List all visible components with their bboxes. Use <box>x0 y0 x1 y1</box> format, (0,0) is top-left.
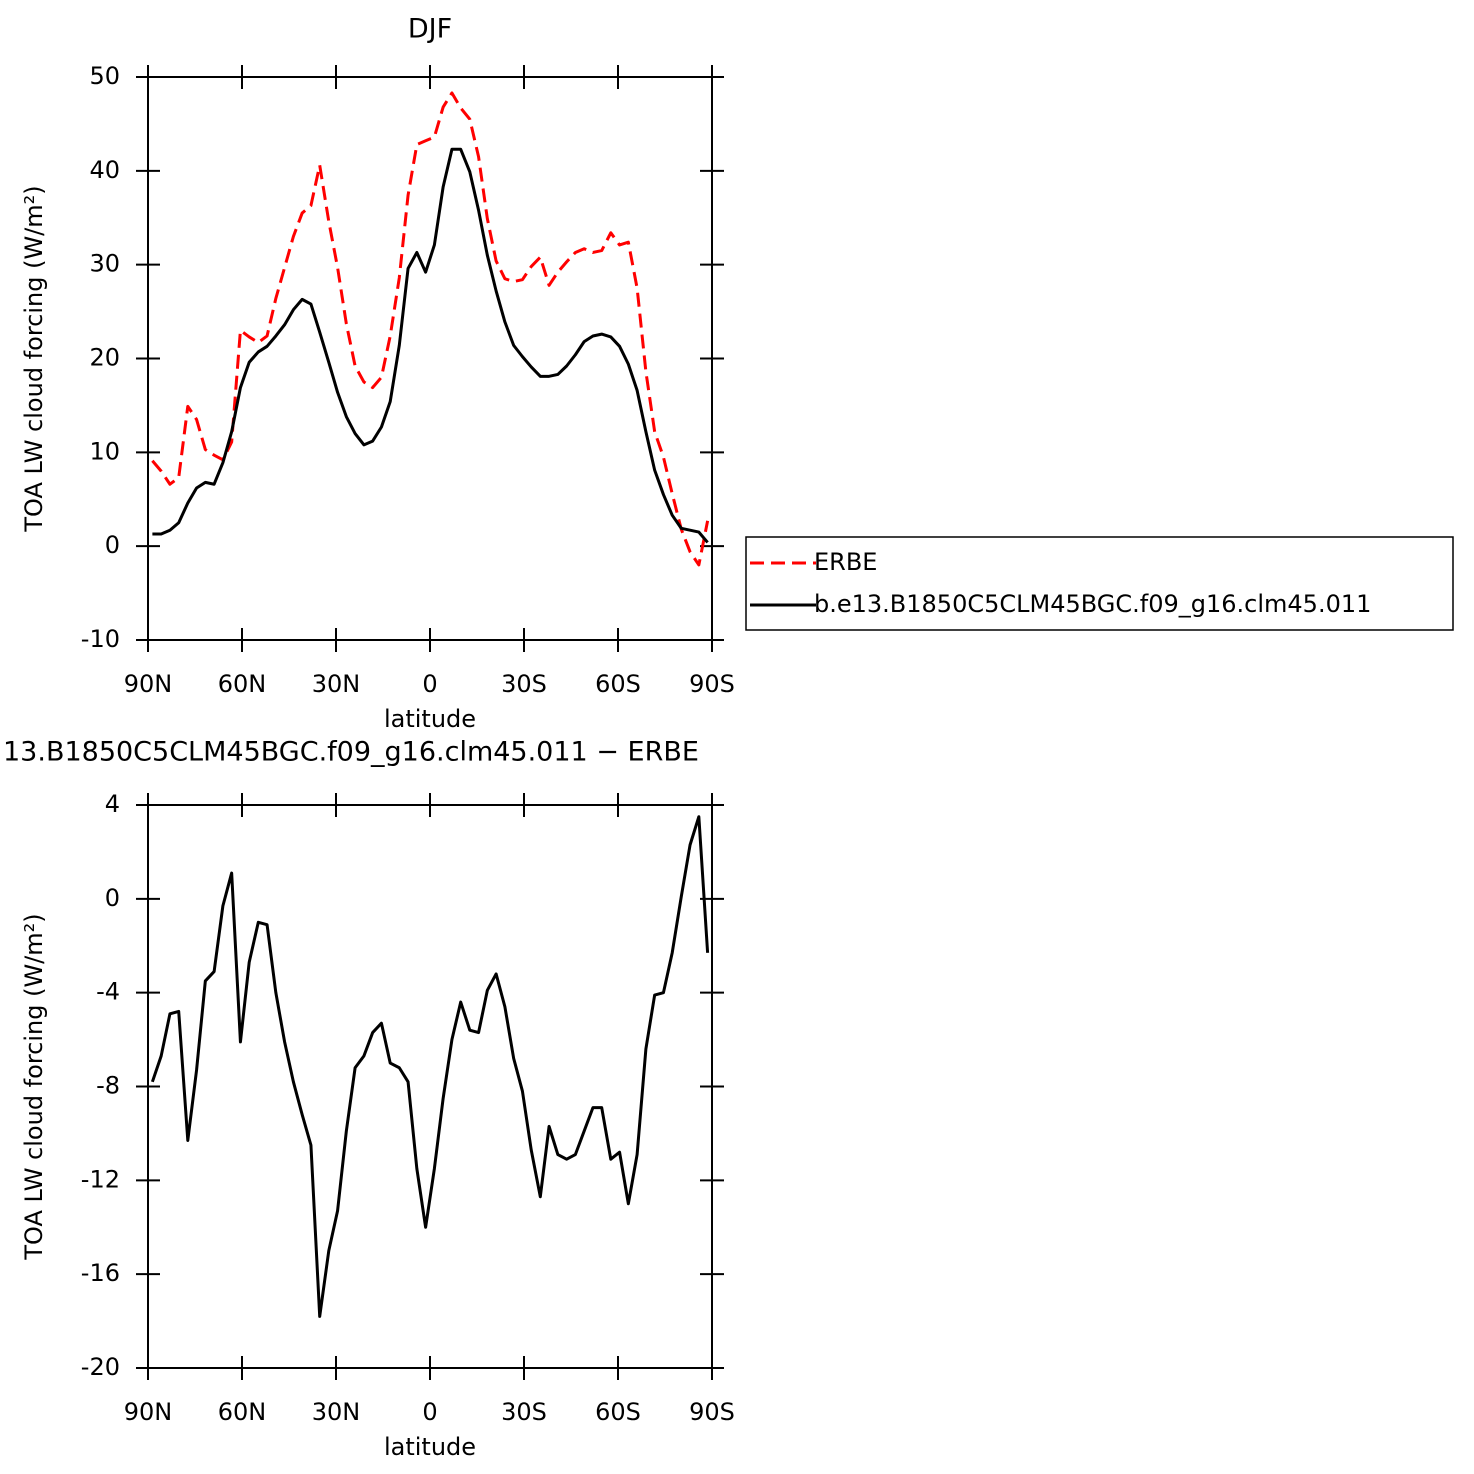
x-tick-label: 0 <box>422 1398 437 1426</box>
legend-label: b.e13.B1850C5CLM45BGC.f09_g16.clm45.011 <box>814 590 1371 618</box>
y-tick-label: -4 <box>96 978 120 1006</box>
x-axis-label: latitude <box>384 705 476 733</box>
x-tick-label: 60S <box>595 1398 641 1426</box>
x-tick-label: 90N <box>124 670 173 698</box>
legend-label: ERBE <box>814 548 877 576</box>
y-tick-label: 20 <box>89 344 120 372</box>
series-line <box>150 815 710 1318</box>
legend-box <box>745 536 1454 631</box>
plot-frame <box>147 76 713 641</box>
y-tick-label: -12 <box>81 1165 120 1193</box>
x-tick-label: 30S <box>501 670 547 698</box>
x-axis-label: latitude <box>384 1433 476 1461</box>
chart-title: DJF <box>408 14 452 45</box>
x-tick-label: 90N <box>124 1398 173 1426</box>
y-tick-label: 0 <box>105 884 120 912</box>
y-tick-label: -20 <box>81 1353 120 1381</box>
x-tick-label: 60N <box>218 1398 267 1426</box>
x-tick-label: 30N <box>312 1398 361 1426</box>
x-tick-label: 60S <box>595 670 641 698</box>
y-tick-label: 4 <box>105 790 120 818</box>
y-tick-label: -16 <box>81 1259 120 1287</box>
y-axis-label: TOA LW cloud forcing (W/m²) <box>20 185 48 532</box>
x-tick-label: 30S <box>501 1398 547 1426</box>
y-tick-label: 30 <box>89 250 120 278</box>
y-axis-label: TOA LW cloud forcing (W/m²) <box>20 913 48 1260</box>
y-tick-label: 0 <box>105 531 120 559</box>
x-tick-label: 60N <box>218 670 267 698</box>
series-line <box>152 147 709 544</box>
x-tick-label: 30N <box>312 670 361 698</box>
x-tick-label: 0 <box>422 670 437 698</box>
legend: ERBE b.e13.B1850C5CLM45BGC.f09_g16.clm45.… <box>745 536 1454 631</box>
series-line <box>151 91 710 567</box>
y-tick-label: 50 <box>89 62 120 90</box>
y-tick-label: 40 <box>89 156 120 184</box>
y-tick-label: -10 <box>81 625 120 653</box>
x-tick-label: 90S <box>689 670 735 698</box>
chart-title: 13.B1850C5CLM45BGC.f09_g16.clm45.011 − E… <box>3 737 699 768</box>
y-tick-label: -8 <box>96 1072 120 1100</box>
y-tick-label: 10 <box>89 437 120 465</box>
x-tick-label: 90S <box>689 1398 735 1426</box>
